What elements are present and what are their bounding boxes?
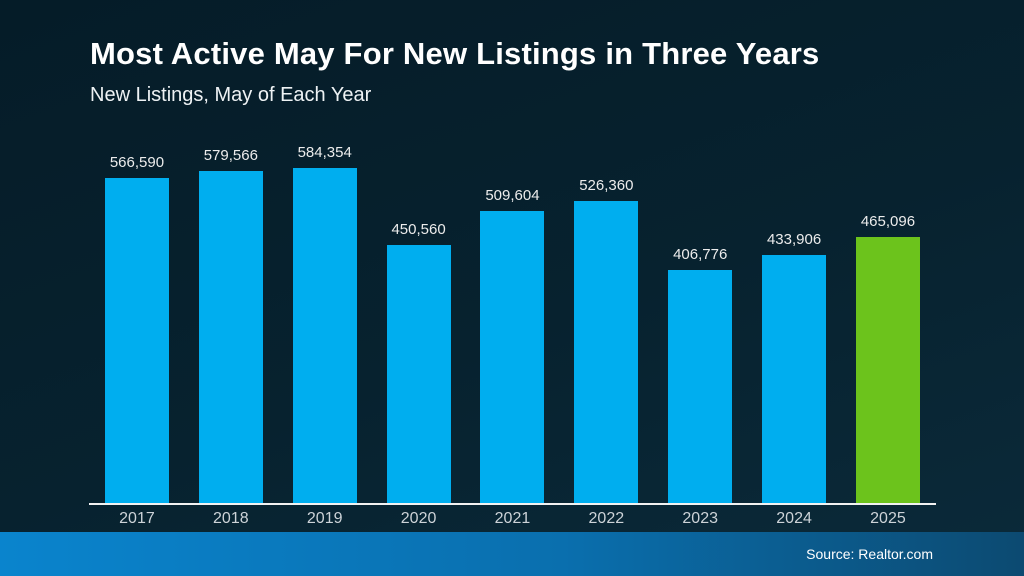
page-title: Most Active May For New Listings in Thre… <box>90 36 820 71</box>
x-axis-label-2018: 2018 <box>213 510 249 527</box>
x-axis-label-2017: 2017 <box>119 510 155 527</box>
x-axis-label-2020: 2020 <box>400 510 437 527</box>
bar-group-2023: 406,776 <box>668 246 733 504</box>
x-axis-label-2024: 2024 <box>776 510 812 527</box>
bar-2023 <box>668 270 733 504</box>
bar-value-label-2025: 465,096 <box>860 213 916 230</box>
bar-value-label-2023: 406,776 <box>673 246 728 263</box>
x-axis-label-2019: 2019 <box>306 510 343 527</box>
x-axis-labels: 2017 2018 2019 2020 2021 2022 2023 2024 2025 <box>90 510 935 528</box>
bar-value-label-2024: 433,906 <box>766 231 822 248</box>
bar-group-2020: 450,560 <box>386 221 451 504</box>
bar-group-2021: 509,604 <box>480 187 545 504</box>
x-axis-label-2023: 2023 <box>682 510 718 527</box>
bar-2020 <box>386 245 451 504</box>
bar-2017 <box>104 178 169 504</box>
bar-group-2018: 579,566 <box>198 147 263 504</box>
bar-2022 <box>574 201 639 504</box>
x-axis-label-2025: 2025 <box>870 510 906 527</box>
bar-chart: 566,590 579,566 584,354 450,560 509,604 526,3… <box>90 140 935 504</box>
x-axis-baseline <box>89 503 936 505</box>
bar-group-2024: 433,906 <box>762 231 827 504</box>
bar-2019 <box>292 168 357 504</box>
bar-value-label-2018: 579,566 <box>203 147 258 164</box>
bar-2021 <box>480 211 545 504</box>
bar-value-label-2019: 584,354 <box>297 144 352 161</box>
footer-bar: Source: Realtor.com <box>0 532 1024 576</box>
bar-2018 <box>198 171 263 504</box>
bar-value-label-2020: 450,560 <box>391 221 446 238</box>
bar-value-label-2021: 509,604 <box>485 187 540 204</box>
x-axis-label-2022: 2022 <box>588 510 625 527</box>
bar-group-2017: 566,590 <box>104 154 169 504</box>
bar-group-2022: 526,360 <box>574 177 639 504</box>
bar-2024 <box>762 255 827 504</box>
bar-value-label-2022: 526,360 <box>579 177 634 194</box>
bar-2025 <box>855 237 920 504</box>
source-attribution: Source: Realtor.com <box>806 546 933 562</box>
bar-group-2025: 465,096 <box>855 213 920 504</box>
bar-group-2019: 584,354 <box>292 144 357 504</box>
bar-value-label-2017: 566,590 <box>109 154 165 171</box>
page-subtitle: New Listings, May of Each Year <box>90 84 372 106</box>
x-axis-label-2021: 2021 <box>494 510 531 527</box>
